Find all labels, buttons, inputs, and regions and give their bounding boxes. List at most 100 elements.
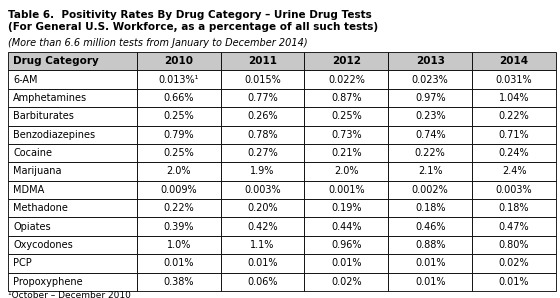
Text: 0.27%: 0.27% bbox=[247, 148, 278, 158]
Bar bbox=[388, 236, 472, 254]
Text: 0.20%: 0.20% bbox=[247, 203, 278, 213]
Text: 0.18%: 0.18% bbox=[499, 203, 529, 213]
Text: 0.01%: 0.01% bbox=[499, 277, 529, 287]
Text: 0.42%: 0.42% bbox=[247, 222, 278, 232]
Text: 0.015%: 0.015% bbox=[244, 74, 281, 85]
Text: MDMA: MDMA bbox=[13, 185, 44, 195]
Bar bbox=[472, 107, 556, 125]
Bar bbox=[388, 254, 472, 273]
Text: 0.01%: 0.01% bbox=[415, 277, 446, 287]
Bar bbox=[221, 236, 305, 254]
Text: 0.01%: 0.01% bbox=[415, 258, 446, 268]
Text: 0.001%: 0.001% bbox=[328, 185, 365, 195]
Text: 0.009%: 0.009% bbox=[160, 185, 197, 195]
Text: 2.1%: 2.1% bbox=[418, 167, 442, 176]
Bar bbox=[388, 70, 472, 89]
Bar bbox=[388, 125, 472, 144]
Bar bbox=[137, 181, 221, 199]
Bar bbox=[305, 89, 388, 107]
Text: 0.022%: 0.022% bbox=[328, 74, 365, 85]
Bar bbox=[388, 107, 472, 125]
Bar bbox=[305, 236, 388, 254]
Text: PCP: PCP bbox=[13, 258, 32, 268]
Bar bbox=[137, 125, 221, 144]
Text: 0.25%: 0.25% bbox=[164, 148, 194, 158]
Bar bbox=[388, 144, 472, 162]
Bar bbox=[8, 52, 137, 70]
Text: Oxycodones: Oxycodones bbox=[13, 240, 73, 250]
Text: 2013: 2013 bbox=[416, 56, 445, 66]
Text: 0.01%: 0.01% bbox=[248, 258, 278, 268]
Bar bbox=[221, 254, 305, 273]
Text: 2.0%: 2.0% bbox=[166, 167, 191, 176]
Text: Opiates: Opiates bbox=[13, 222, 50, 232]
Text: 2012: 2012 bbox=[332, 56, 361, 66]
Bar bbox=[137, 144, 221, 162]
Bar bbox=[8, 199, 137, 218]
Bar bbox=[8, 254, 137, 273]
Bar bbox=[8, 107, 137, 125]
Text: 0.23%: 0.23% bbox=[415, 111, 446, 121]
Text: 0.023%: 0.023% bbox=[412, 74, 449, 85]
Text: Marijuana: Marijuana bbox=[13, 167, 62, 176]
Text: 0.24%: 0.24% bbox=[499, 148, 529, 158]
Bar bbox=[137, 89, 221, 107]
Text: 0.73%: 0.73% bbox=[331, 130, 362, 140]
Bar bbox=[388, 181, 472, 199]
Text: 0.74%: 0.74% bbox=[415, 130, 446, 140]
Bar bbox=[305, 199, 388, 218]
Text: Cocaine: Cocaine bbox=[13, 148, 52, 158]
Bar bbox=[472, 273, 556, 291]
Bar bbox=[472, 70, 556, 89]
Text: 0.01%: 0.01% bbox=[164, 258, 194, 268]
Bar bbox=[221, 218, 305, 236]
Text: 0.77%: 0.77% bbox=[247, 93, 278, 103]
Text: 0.002%: 0.002% bbox=[412, 185, 449, 195]
Text: 0.88%: 0.88% bbox=[415, 240, 446, 250]
Text: 0.26%: 0.26% bbox=[247, 111, 278, 121]
Text: 2011: 2011 bbox=[248, 56, 277, 66]
Bar bbox=[137, 162, 221, 181]
Text: Benzodiazepines: Benzodiazepines bbox=[13, 130, 95, 140]
Text: Table 6.  Positivity Rates By Drug Category – Urine Drug Tests: Table 6. Positivity Rates By Drug Catego… bbox=[8, 10, 372, 20]
Bar bbox=[137, 218, 221, 236]
Bar bbox=[472, 236, 556, 254]
Text: (More than 6.6 million tests from January to December 2014): (More than 6.6 million tests from Januar… bbox=[8, 38, 307, 48]
Text: 0.031%: 0.031% bbox=[496, 74, 533, 85]
Bar bbox=[305, 181, 388, 199]
Text: 0.22%: 0.22% bbox=[415, 148, 446, 158]
Text: 0.78%: 0.78% bbox=[247, 130, 278, 140]
Bar bbox=[221, 144, 305, 162]
Bar bbox=[8, 236, 137, 254]
Bar bbox=[472, 218, 556, 236]
Bar bbox=[388, 52, 472, 70]
Bar bbox=[8, 70, 137, 89]
Text: 0.18%: 0.18% bbox=[415, 203, 446, 213]
Text: 0.79%: 0.79% bbox=[164, 130, 194, 140]
Bar bbox=[8, 125, 137, 144]
Text: 0.01%: 0.01% bbox=[331, 258, 362, 268]
Text: 0.22%: 0.22% bbox=[499, 111, 529, 121]
Text: 0.06%: 0.06% bbox=[248, 277, 278, 287]
Text: 0.25%: 0.25% bbox=[331, 111, 362, 121]
Bar bbox=[305, 70, 388, 89]
Text: 6-AM: 6-AM bbox=[13, 74, 38, 85]
Text: 2.4%: 2.4% bbox=[502, 167, 526, 176]
Bar bbox=[137, 254, 221, 273]
Bar bbox=[305, 218, 388, 236]
Bar bbox=[305, 125, 388, 144]
Bar bbox=[137, 236, 221, 254]
Text: 0.47%: 0.47% bbox=[499, 222, 529, 232]
Text: Drug Category: Drug Category bbox=[13, 56, 99, 66]
Text: 0.44%: 0.44% bbox=[331, 222, 362, 232]
Text: 0.013%¹: 0.013%¹ bbox=[158, 74, 199, 85]
Text: Methadone: Methadone bbox=[13, 203, 68, 213]
Text: Barbiturates: Barbiturates bbox=[13, 111, 74, 121]
Bar bbox=[472, 181, 556, 199]
Text: 0.21%: 0.21% bbox=[331, 148, 362, 158]
Text: ¹October – December 2010: ¹October – December 2010 bbox=[8, 291, 131, 298]
Bar bbox=[305, 162, 388, 181]
Bar bbox=[305, 144, 388, 162]
Bar bbox=[472, 144, 556, 162]
Bar bbox=[221, 89, 305, 107]
